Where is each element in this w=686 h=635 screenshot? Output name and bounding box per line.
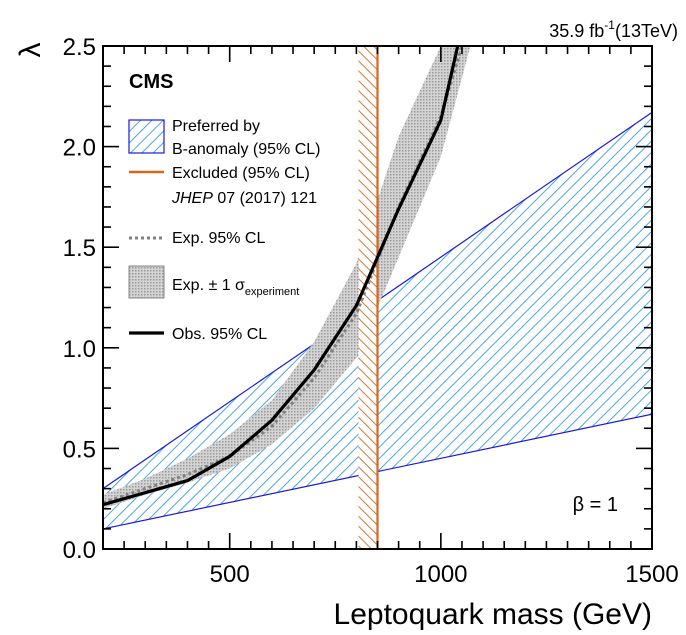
x-tick-label: 1500 — [625, 561, 678, 588]
legend-preferred-line2: B-anomaly (95% CL) — [172, 141, 321, 158]
beta-annotation: β = 1 — [573, 494, 618, 516]
lumi-label: 35.9 fb-1(13TeV) — [549, 18, 678, 41]
y-tick-label: 0.5 — [63, 436, 96, 463]
x-tick-label: 1000 — [414, 561, 467, 588]
legend-excluded-line2: JHEP 07 (2017) 121 — [171, 190, 317, 207]
legend-observed: Obs. 95% CL — [172, 326, 267, 343]
excluded-region — [358, 46, 378, 549]
y-tick-label: 1.0 — [63, 336, 96, 363]
legend-preferred-line1: Preferred by — [172, 118, 260, 135]
x-tick-label: 500 — [210, 561, 250, 588]
tick-labels: 500 1000 1500 0.0 0.5 1.0 1.5 2.0 2.5 — [63, 34, 679, 588]
y-tick-label: 1.5 — [63, 235, 96, 262]
y-axis-title: λ — [14, 43, 47, 58]
legend-swatch-band — [128, 265, 165, 299]
y-tick-label: 2.5 — [63, 34, 96, 61]
legend-band: Exp. ± 1 σexperiment — [172, 277, 299, 298]
legend-excluded-line1: Excluded (95% CL) — [172, 165, 310, 182]
plot-frame — [102, 45, 653, 550]
observed-limit-line — [103, 46, 460, 507]
experiment-label: CMS — [129, 71, 173, 93]
plot-area — [103, 46, 652, 549]
y-tick-label: 2.0 — [63, 135, 96, 162]
legend: Preferred by B-anomaly (95% CL) Excluded… — [128, 118, 321, 343]
legend-swatch-preferred — [128, 119, 165, 154]
expected-sigma-band — [103, 46, 471, 509]
x-axis-title: Leptoquark mass (GeV) — [334, 598, 652, 631]
legend-expected: Exp. 95% CL — [172, 230, 265, 247]
y-tick-label: 0.0 — [63, 537, 96, 564]
